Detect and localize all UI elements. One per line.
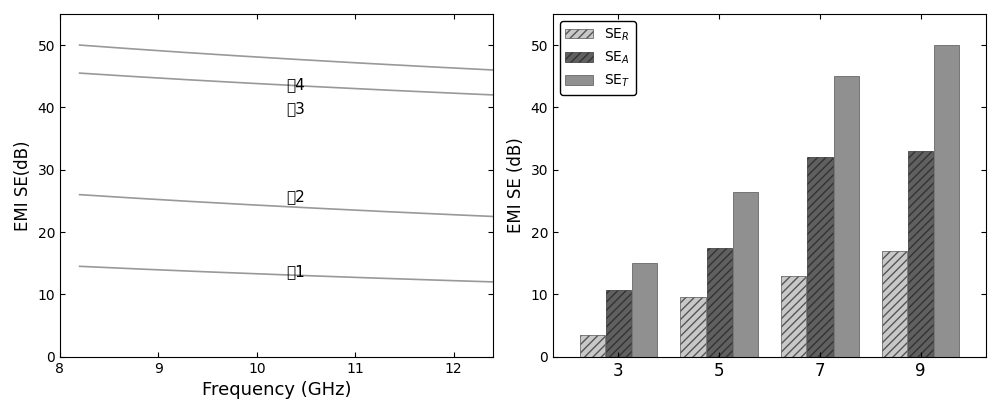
Legend: SE$_R$, SE$_A$, SE$_T$: SE$_R$, SE$_A$, SE$_T$	[560, 21, 636, 95]
Bar	[606, 290, 631, 357]
Y-axis label: EMI SE (dB): EMI SE (dB)	[507, 138, 525, 233]
Bar	[882, 251, 907, 357]
Bar	[707, 248, 732, 357]
X-axis label: Frequency (GHz): Frequency (GHz)	[202, 381, 351, 399]
Bar	[680, 297, 706, 357]
Text: 你3: 你3	[286, 102, 305, 116]
Bar	[632, 263, 657, 357]
Text: 你1: 你1	[286, 263, 305, 279]
Bar	[807, 157, 833, 357]
Bar	[733, 192, 758, 357]
Text: 你4: 你4	[286, 77, 305, 92]
Bar	[580, 335, 605, 357]
Text: 你2: 你2	[286, 189, 305, 204]
Bar	[834, 76, 859, 357]
Bar	[908, 151, 933, 357]
Y-axis label: EMI SE(dB): EMI SE(dB)	[14, 140, 32, 230]
Bar	[934, 45, 959, 357]
Bar	[781, 275, 806, 357]
